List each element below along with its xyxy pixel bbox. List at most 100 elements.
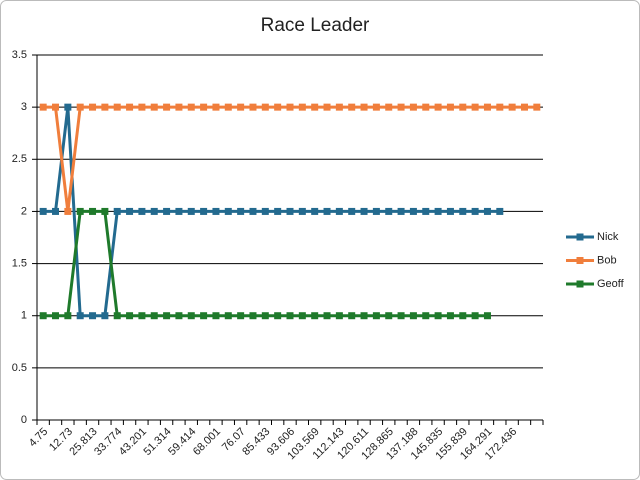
y-tick-label: 1.5 [12, 257, 27, 269]
series-marker [446, 207, 454, 215]
series-marker [64, 312, 72, 320]
series-marker [434, 312, 442, 320]
series-marker [446, 312, 454, 320]
y-tick-label: 0 [21, 414, 27, 426]
series-marker [89, 312, 97, 320]
series-marker [274, 207, 282, 215]
series-marker [39, 103, 47, 111]
y-tick-label: 1 [21, 310, 27, 322]
series-marker [446, 103, 454, 111]
series-marker [249, 312, 257, 320]
series-marker [360, 207, 368, 215]
series-marker [163, 207, 171, 215]
series-marker [434, 207, 442, 215]
series-marker [138, 312, 146, 320]
series-marker [459, 312, 467, 320]
series-marker [113, 103, 121, 111]
series-marker [385, 312, 393, 320]
series-marker [39, 207, 47, 215]
series-marker [274, 103, 282, 111]
series-marker [311, 103, 319, 111]
series-marker [249, 207, 257, 215]
series-marker [175, 207, 183, 215]
series-marker [237, 103, 245, 111]
series-marker [200, 103, 208, 111]
series-marker [422, 103, 430, 111]
series-marker [360, 312, 368, 320]
series-marker [422, 312, 430, 320]
series-marker [311, 312, 319, 320]
series-marker [496, 103, 504, 111]
series-marker [52, 312, 60, 320]
series-marker [89, 207, 97, 215]
series-marker [76, 312, 84, 320]
series-marker [237, 312, 245, 320]
legend-marker [576, 257, 584, 264]
series-marker [286, 312, 294, 320]
legend-marker [576, 233, 584, 241]
series-marker [348, 103, 356, 111]
legend-label: Bob [597, 254, 617, 266]
y-tick-label: 0.5 [12, 362, 27, 374]
series-marker [323, 207, 331, 215]
series-marker [348, 207, 356, 215]
series-marker [397, 207, 405, 215]
series-marker [409, 103, 417, 111]
series-marker [471, 312, 479, 320]
series-marker [187, 207, 195, 215]
series-marker [385, 207, 393, 215]
series-marker [397, 312, 405, 320]
series-marker [187, 312, 195, 320]
series-marker [126, 207, 134, 215]
series-marker [298, 207, 306, 215]
y-tick-label: 3.5 [12, 49, 27, 61]
series-marker [138, 103, 146, 111]
series-marker [409, 207, 417, 215]
series-marker [372, 312, 380, 320]
legend-label: Nick [597, 231, 619, 243]
series-marker [459, 207, 467, 215]
y-tick-label: 2 [21, 205, 27, 217]
series-marker [335, 103, 343, 111]
series-marker [323, 312, 331, 320]
series-marker [409, 312, 417, 320]
series-marker [126, 103, 134, 111]
series-marker [348, 312, 356, 320]
series-marker [175, 312, 183, 320]
series-marker [224, 312, 232, 320]
series-marker [101, 103, 109, 111]
series-marker [237, 207, 245, 215]
series-marker [64, 103, 72, 111]
series-marker [101, 207, 109, 215]
series-marker [52, 103, 60, 111]
series-marker [175, 103, 183, 111]
series-marker [224, 103, 232, 111]
series-marker [249, 103, 257, 111]
y-tick-label: 3 [21, 101, 27, 113]
series-marker [150, 103, 158, 111]
series-marker [89, 103, 97, 111]
series-marker [163, 103, 171, 111]
series-marker [483, 207, 491, 215]
series-marker [385, 103, 393, 111]
series-marker [274, 312, 282, 320]
series-marker [261, 207, 269, 215]
series-marker [261, 103, 269, 111]
series-marker [76, 103, 84, 111]
series-marker [224, 207, 232, 215]
series-marker [422, 207, 430, 215]
series-marker [372, 103, 380, 111]
series-marker [286, 103, 294, 111]
series-marker [212, 207, 220, 215]
series-marker [113, 312, 121, 320]
chart-title: Race Leader [261, 15, 370, 36]
series-marker [360, 103, 368, 111]
series-marker [483, 312, 491, 320]
series-marker [163, 312, 171, 320]
series-marker [298, 103, 306, 111]
series-marker [150, 312, 158, 320]
series-marker [520, 103, 528, 111]
